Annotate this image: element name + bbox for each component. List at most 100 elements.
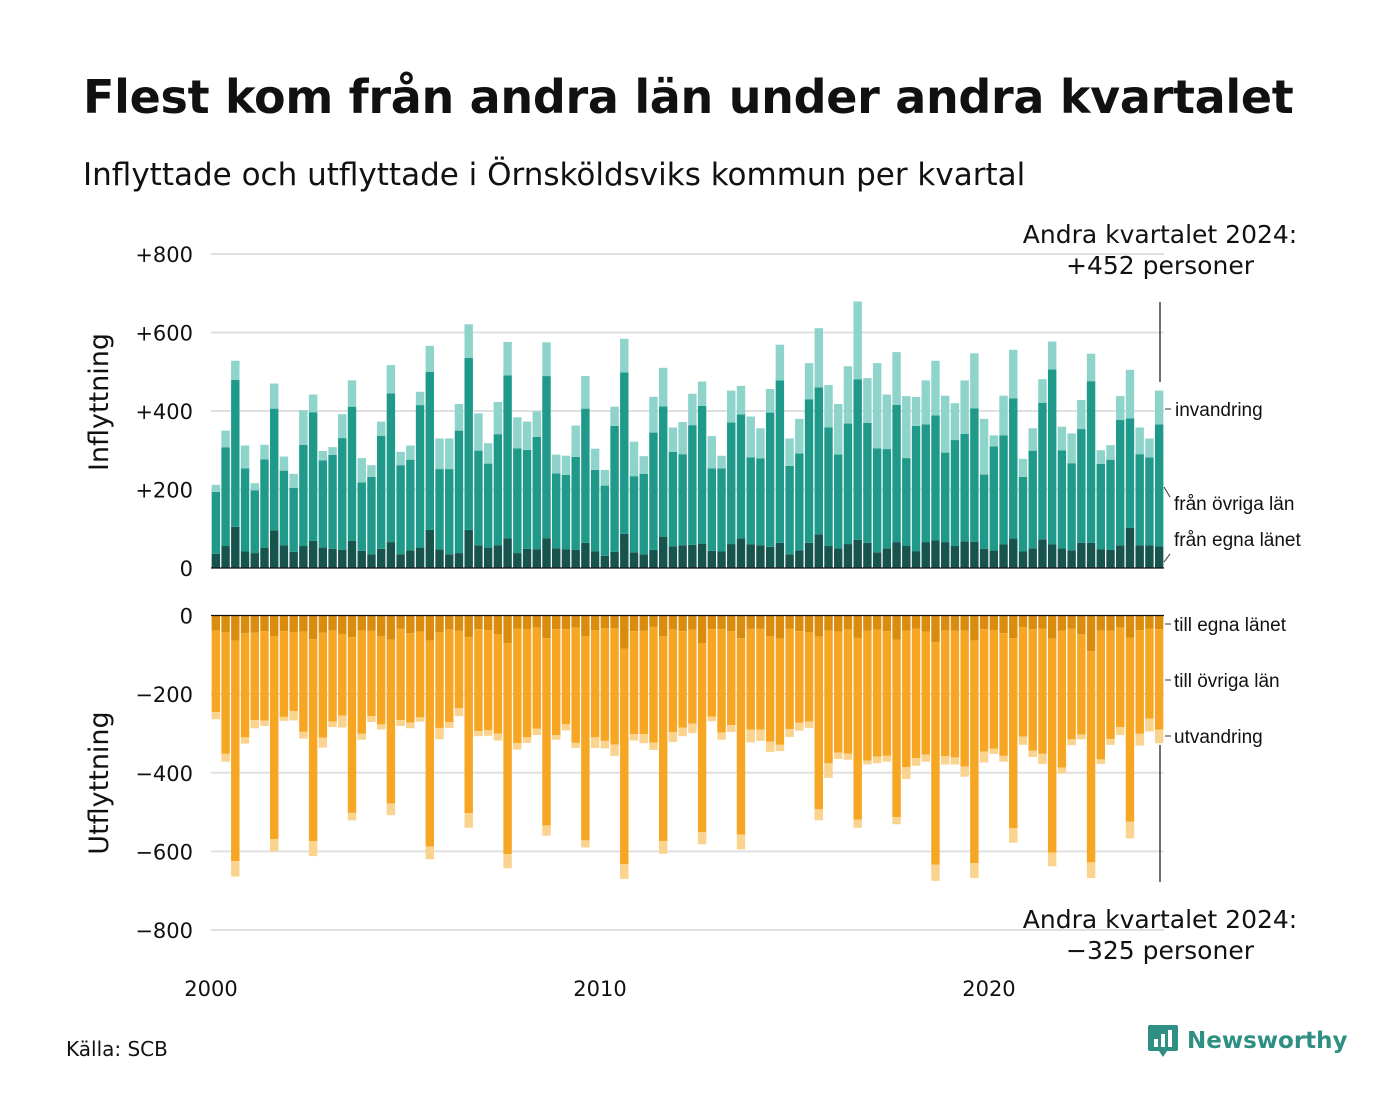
outflow-y-tick-label: −600 [135, 840, 193, 864]
inflow-bar-egna [1096, 549, 1106, 568]
outflow-bar-utvandring [940, 756, 950, 765]
outflow-bar-ovriga [834, 631, 843, 753]
inflow-bar-egna [532, 549, 541, 568]
outflow-bar-utvandring [1125, 821, 1135, 839]
inflow-bar-egna [658, 536, 668, 568]
inflow-bar-invandring [979, 418, 989, 475]
inflow-bar-ovriga [989, 446, 999, 551]
outflow-bar-egna [1106, 615, 1115, 631]
inflow-bar-ovriga [950, 440, 960, 547]
outflow-bar-ovriga [697, 643, 707, 833]
outflow-bar-ovriga [221, 632, 230, 754]
inflow-bar-invandring [775, 344, 785, 381]
inflow-bar-ovriga [804, 399, 814, 543]
inflow-bar-invandring [736, 385, 746, 415]
inflow-bar-ovriga [756, 458, 765, 546]
inflow-bar-egna [211, 553, 221, 568]
inflow-bar-ovriga [503, 375, 512, 539]
inflow-bar-ovriga [318, 460, 328, 548]
outflow-bar-egna [328, 615, 337, 631]
inflow-bar-egna [668, 546, 678, 568]
outflow-bar-utvandring [1067, 739, 1076, 746]
outflow-bar-utvandring [318, 737, 328, 748]
inflow-bar-ovriga [1018, 476, 1028, 552]
outflow-bar-ovriga [318, 632, 328, 738]
inflow-bar-ovriga [1145, 457, 1154, 546]
outflow-bar-utvandring [435, 727, 444, 740]
outflow-bar-egna [1067, 615, 1076, 629]
inflow-bar-invandring [688, 393, 697, 426]
inflow-bar-egna [824, 546, 833, 568]
inflow-bar-egna [240, 551, 250, 568]
inflow-bar-ovriga [1125, 418, 1135, 528]
outflow-bar-egna [863, 615, 872, 631]
inflow-bar-egna [503, 538, 512, 568]
inflow-bar-ovriga [1135, 454, 1144, 546]
inflow-bar-ovriga [590, 469, 600, 552]
inflow-bar-ovriga [649, 432, 658, 550]
outflow-bar-egna [1116, 615, 1125, 628]
outflow-bar-ovriga [522, 629, 532, 738]
outflow-bar-ovriga [979, 629, 989, 752]
inflow-bar-ovriga [872, 448, 882, 553]
outflow-bar-ovriga [1125, 637, 1135, 822]
inflow-bar-ovriga [1116, 420, 1125, 546]
inflow-bar-invandring [1145, 438, 1154, 458]
outflow-bar-utvandring [902, 767, 911, 780]
inflow-bar-ovriga [1086, 381, 1096, 543]
inflow-bar-egna [639, 554, 648, 568]
outflow-bar-egna [269, 615, 279, 636]
inflow-bar-ovriga [921, 424, 930, 543]
outflow-bar-utvandring [415, 717, 425, 722]
outflow-bar-egna [1145, 615, 1154, 629]
inflow-bar-invandring [386, 365, 396, 394]
outflow-bar-utvandring [1096, 759, 1106, 765]
inflow-bar-invandring [931, 360, 940, 416]
outflow-bar-egna [853, 615, 862, 638]
inflow-bar-egna [289, 551, 298, 568]
outflow-bar-ovriga [250, 632, 259, 721]
inflow-bar-invandring [445, 438, 454, 470]
inflow-bar-invandring [834, 403, 843, 455]
inflow-bar-ovriga [814, 387, 823, 535]
outflow-bar-egna [775, 615, 785, 639]
outflow-bar-ovriga [950, 630, 960, 758]
outflow-bar-egna [1047, 615, 1057, 639]
outflow-bar-ovriga [765, 635, 775, 742]
inflow-bar-egna [474, 545, 483, 568]
inflow-bar-egna [1106, 549, 1115, 568]
inflow-bar-ovriga [513, 448, 522, 554]
inflow-bar-invandring [746, 416, 755, 458]
outflow-bar-egna [231, 615, 240, 641]
outflow-bar-utvandring [707, 716, 717, 722]
outflow-bar-utvandring [425, 846, 435, 860]
inflow-bar-invandring [1047, 341, 1057, 370]
outflow-bar-ovriga [668, 629, 678, 733]
inflow-bar-ovriga [454, 430, 464, 554]
inflow-bar-egna [736, 538, 746, 568]
x-tick-label: 2000 [184, 977, 237, 1001]
x-tick-label: 2020 [962, 977, 1015, 1001]
outflow-bar-ovriga [289, 632, 298, 712]
inflow-bar-ovriga [902, 458, 911, 547]
inflow-bar-egna [863, 542, 872, 568]
outflow-bar-egna [386, 615, 396, 640]
outflow-bar-utvandring [483, 730, 493, 736]
outflow-bar-ovriga [464, 637, 473, 814]
outflow-bar-egna [338, 615, 347, 634]
inflow-bar-egna [902, 546, 911, 568]
inflow-bars [211, 301, 1164, 568]
outflow-bar-egna [1038, 615, 1047, 629]
inflow-bar-invandring [1077, 400, 1086, 430]
outflow-bar-utvandring [804, 721, 814, 728]
outflow-bar-ovriga [308, 639, 318, 842]
inflow-bar-ovriga [834, 454, 843, 549]
inflow-bar-ovriga [552, 473, 561, 549]
outflow-bar-utvandring [678, 727, 687, 737]
outflow-bar-egna [824, 615, 833, 631]
outflow-bar-egna [804, 615, 814, 633]
annotation-top-line1: Andra kvartalet 2024: [1023, 220, 1297, 249]
outflow-bar-ovriga [775, 638, 785, 745]
outflow-bar-egna [571, 615, 580, 628]
outflow-y-ticks: 0 −200 −400 −600 −800 [135, 605, 193, 944]
